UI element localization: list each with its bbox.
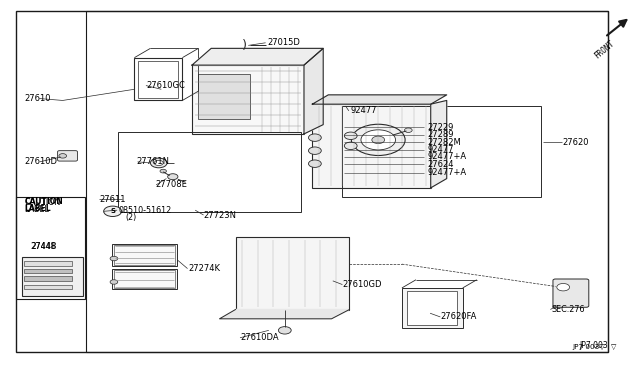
Bar	[22, 257, 83, 296]
Text: ▽: ▽	[611, 344, 616, 350]
Bar	[407, 291, 457, 325]
Circle shape	[308, 160, 321, 167]
FancyBboxPatch shape	[58, 151, 77, 161]
Polygon shape	[304, 48, 323, 134]
Text: 92477: 92477	[428, 145, 454, 154]
Text: 27611: 27611	[99, 195, 125, 203]
Text: 27274K: 27274K	[189, 264, 221, 273]
Text: JP7 003: JP7 003	[579, 341, 608, 350]
Bar	[198, 74, 250, 119]
Bar	[114, 245, 175, 265]
Text: S: S	[110, 208, 115, 214]
Text: LABEL: LABEL	[24, 205, 49, 214]
Polygon shape	[192, 48, 323, 65]
Bar	[16, 197, 85, 299]
Polygon shape	[312, 95, 447, 104]
Bar	[24, 285, 72, 289]
Text: FRONT: FRONT	[593, 39, 616, 61]
Bar	[236, 237, 349, 310]
Text: 27289: 27289	[428, 130, 454, 139]
Text: 27610DA: 27610DA	[240, 333, 278, 342]
Bar	[86, 11, 608, 352]
Circle shape	[308, 134, 321, 141]
Bar	[112, 269, 177, 289]
Text: 27015D: 27015D	[268, 38, 300, 47]
Bar	[24, 276, 72, 281]
Circle shape	[59, 154, 67, 158]
Circle shape	[361, 130, 396, 150]
Circle shape	[351, 124, 405, 155]
Bar	[112, 244, 177, 266]
Text: CAUTION: CAUTION	[24, 198, 63, 206]
Bar	[402, 288, 463, 328]
Text: (2): (2)	[125, 213, 137, 222]
Text: 27448: 27448	[31, 242, 56, 251]
Text: 27610D: 27610D	[24, 157, 58, 166]
Text: 92477+A: 92477+A	[428, 169, 467, 177]
Circle shape	[150, 158, 167, 168]
Bar	[134, 58, 182, 100]
Circle shape	[278, 327, 291, 334]
Text: 27620: 27620	[562, 138, 588, 147]
Circle shape	[344, 132, 357, 140]
Circle shape	[557, 283, 570, 291]
Text: SEC.276: SEC.276	[552, 305, 585, 314]
Text: 27761N: 27761N	[136, 157, 170, 166]
Bar	[118, 132, 301, 212]
Text: 27708E: 27708E	[156, 180, 188, 189]
Text: 27448: 27448	[30, 242, 57, 251]
Text: LABEL: LABEL	[24, 204, 51, 213]
Polygon shape	[431, 100, 447, 188]
Bar	[114, 270, 175, 288]
Text: 08510-51612: 08510-51612	[118, 206, 172, 215]
Bar	[24, 269, 72, 273]
Polygon shape	[220, 310, 349, 319]
Bar	[342, 106, 541, 197]
Text: ): )	[241, 39, 248, 52]
Circle shape	[404, 128, 412, 132]
Bar	[192, 65, 304, 134]
Text: 27624: 27624	[428, 160, 454, 169]
Circle shape	[372, 136, 385, 144]
Bar	[24, 261, 72, 266]
Text: JP7 003▽: JP7 003▽	[573, 344, 605, 350]
Text: 27620FA: 27620FA	[440, 312, 477, 321]
Text: 27282M: 27282M	[428, 138, 461, 147]
Text: 27610GD: 27610GD	[342, 280, 382, 289]
Text: CAUTION: CAUTION	[24, 198, 61, 207]
Circle shape	[104, 206, 122, 217]
Text: 27610GC: 27610GC	[146, 81, 185, 90]
Text: 27723N: 27723N	[204, 211, 237, 219]
Bar	[138, 61, 178, 98]
Circle shape	[308, 147, 321, 154]
Text: 92477+A: 92477+A	[428, 153, 467, 161]
Circle shape	[154, 160, 163, 166]
FancyBboxPatch shape	[553, 279, 589, 307]
Text: 27610: 27610	[24, 94, 51, 103]
Circle shape	[168, 174, 178, 180]
Circle shape	[110, 280, 118, 284]
Circle shape	[344, 142, 357, 150]
Bar	[312, 104, 431, 188]
Text: 92477: 92477	[351, 106, 377, 115]
Circle shape	[110, 256, 118, 261]
Circle shape	[160, 169, 166, 173]
Text: 27229: 27229	[428, 123, 454, 132]
